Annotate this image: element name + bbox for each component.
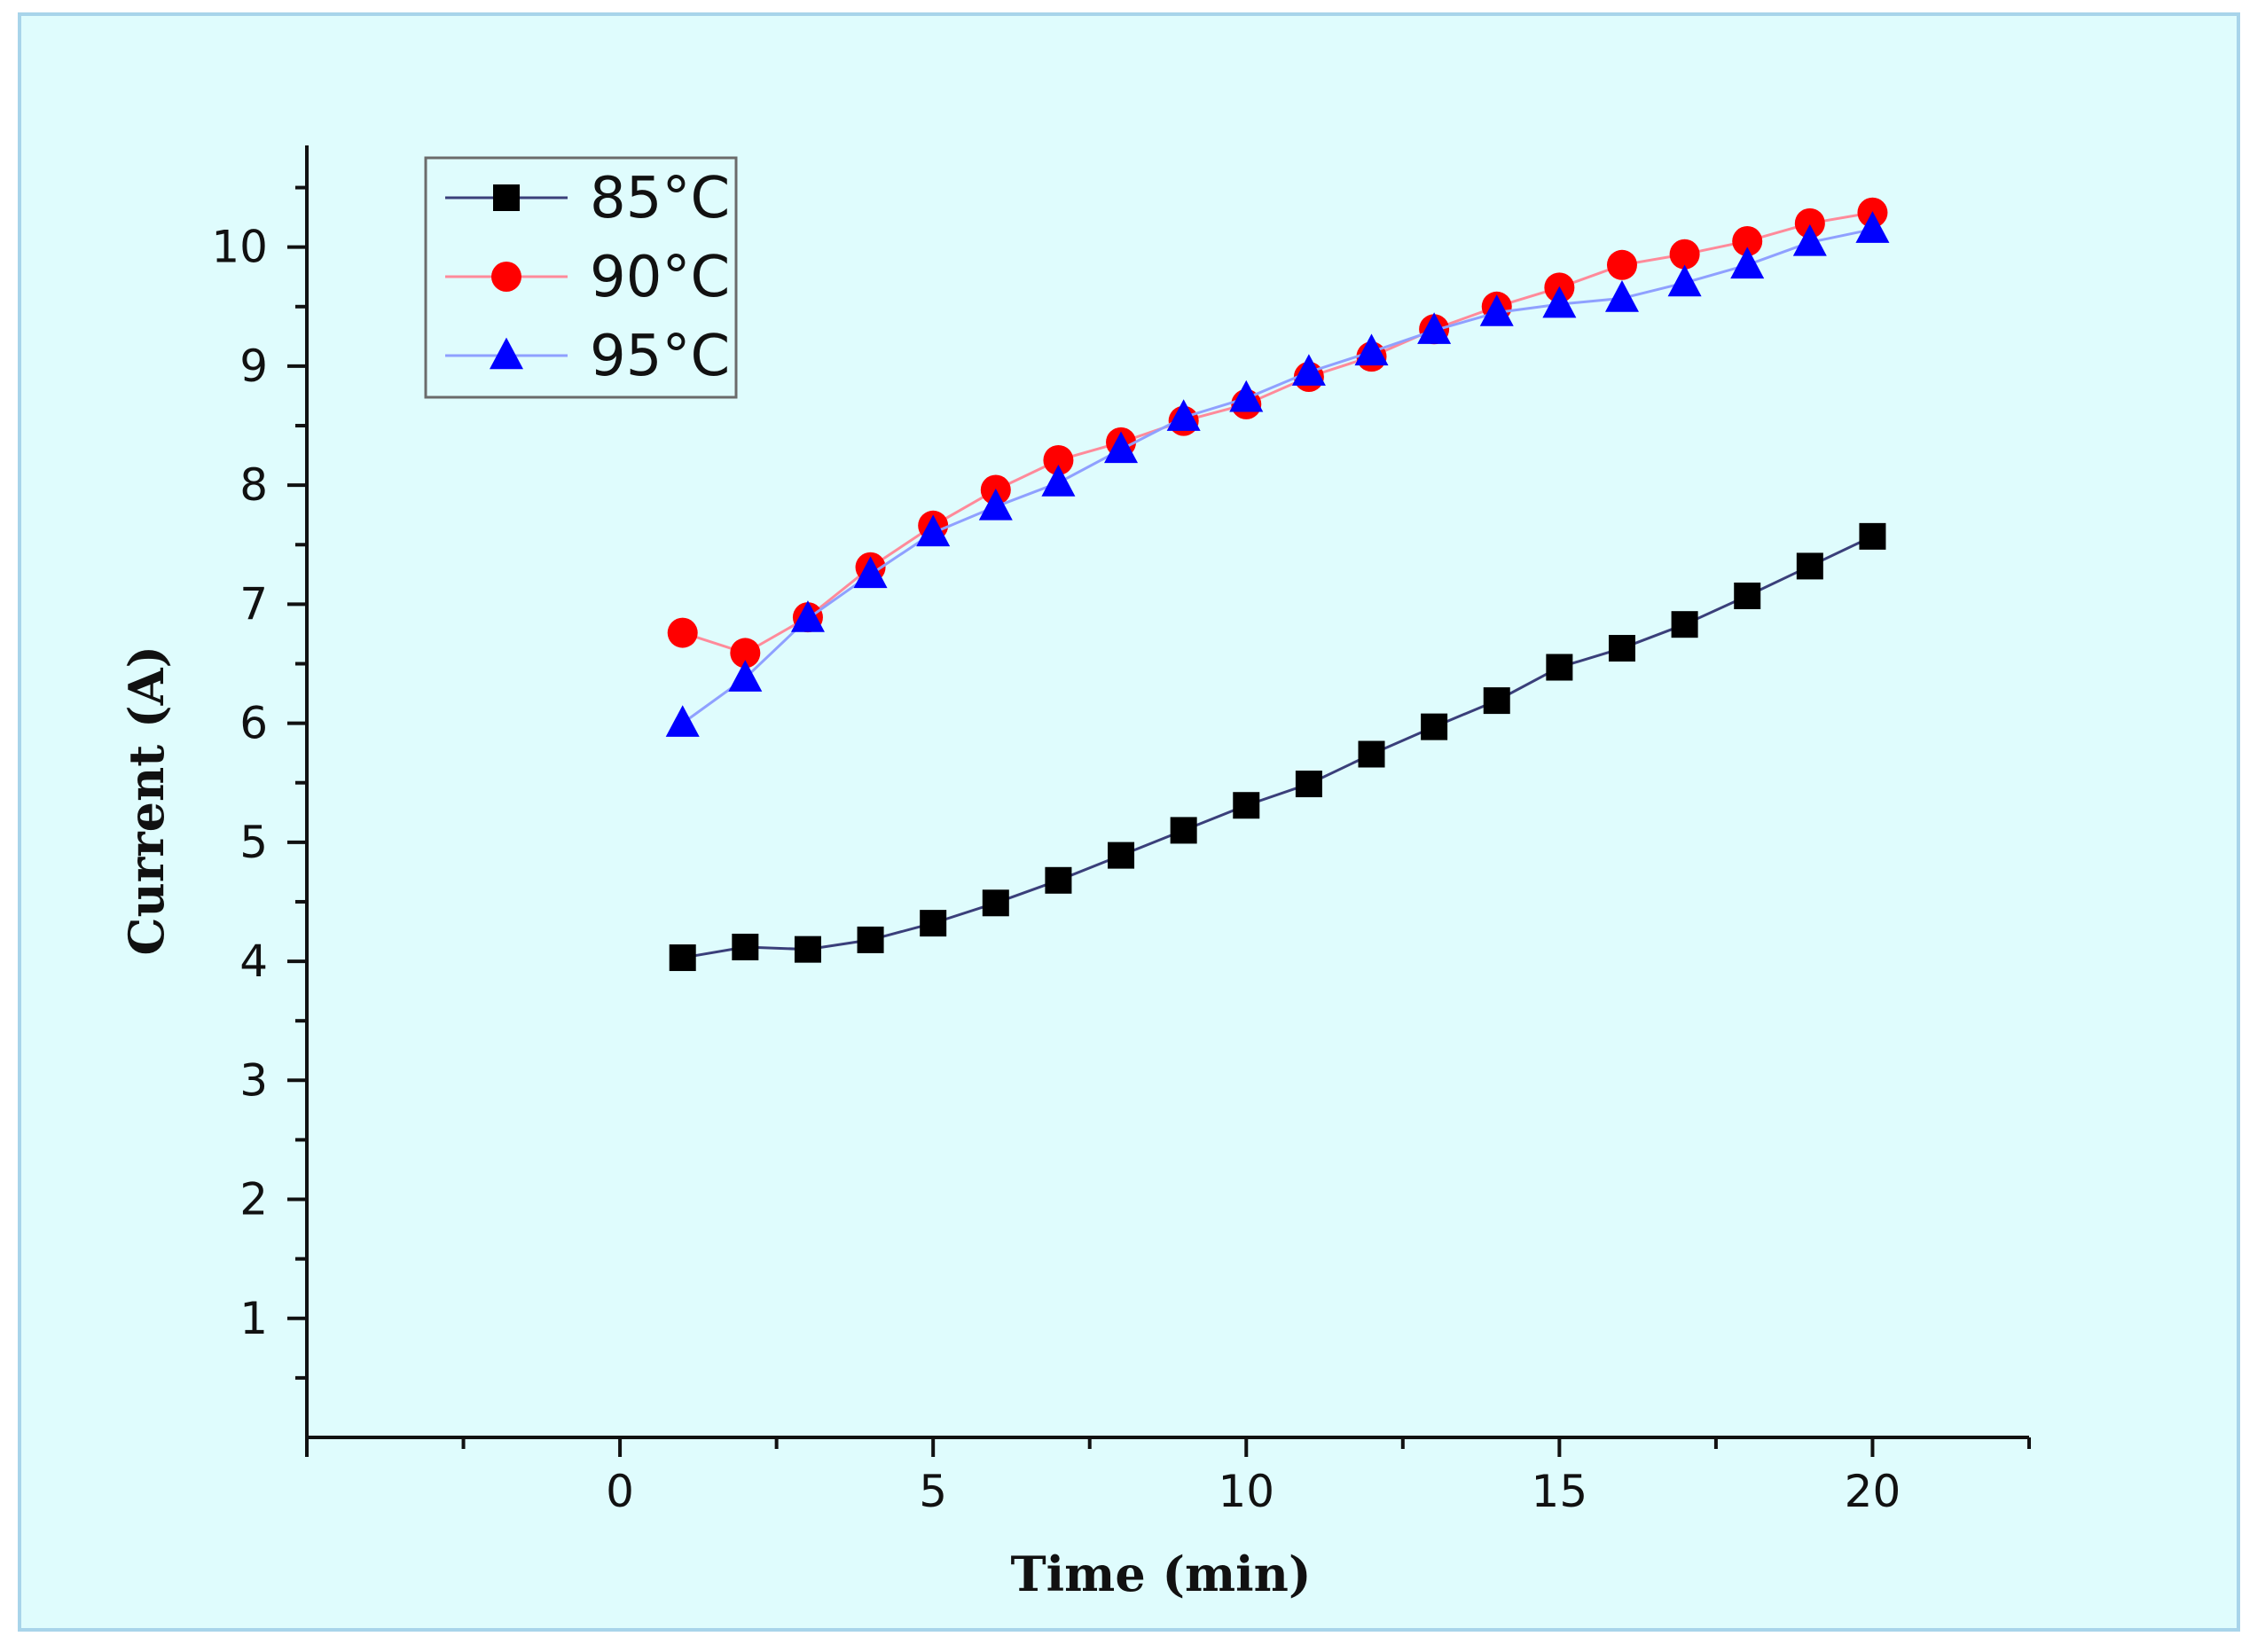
data-point-95C [1667,264,1702,297]
y-tick-label: 9 [239,341,268,392]
data-point-85C [794,936,821,963]
data-point-95C [1792,223,1827,256]
y-tick-label: 7 [239,578,268,630]
data-point-95C [1479,294,1514,326]
data-point-95C [1041,465,1076,497]
y-tick-label: 6 [239,698,268,749]
data-point-95C [1855,211,1890,243]
data-point-90C [1669,239,1700,270]
data-point-95C [1354,333,1389,366]
data-point-85C [1483,687,1510,715]
data-point-85C [669,944,696,972]
data-point-95C [665,705,700,737]
data-point-95C [1417,312,1452,344]
y-tick-label: 2 [239,1174,268,1225]
data-point-85C [1421,713,1448,740]
data-point-95C [1229,380,1264,412]
data-point-85C [1734,582,1761,609]
data-point-95C [1166,399,1201,431]
series-line-85C [682,535,1874,959]
y-tick-label: 1 [239,1293,268,1344]
y-tick-label: 10 [211,222,268,273]
plot-area: 0 5 10 15 20 1 2 3 4 5 6 7 8 9 10 [211,145,2031,1517]
data-point-95C [853,556,888,589]
legend-marker-95C [490,337,523,370]
data-point-95C [728,660,763,692]
data-point-85C [1108,842,1135,869]
data-point-95C [978,488,1013,521]
data-point-85C [1546,654,1573,681]
x-tick-label: 20 [1845,1466,1901,1517]
y-axis-title: Current (A) [118,646,175,956]
chart: 0 5 10 15 20 1 2 3 4 5 6 7 8 9 10 Time (min) Current (… [118,145,2031,1602]
x-tick-label: 15 [1532,1466,1588,1517]
data-point-85C [857,926,884,953]
data-point-85C [1358,740,1385,768]
legend-marker-90C [491,262,521,292]
data-point-90C [1794,207,1825,239]
data-point-85C [1233,792,1260,819]
legend-label-95C: 95°C [590,324,730,389]
data-point-85C [1859,522,1886,550]
data-point-85C [1045,866,1072,894]
legend-box [424,156,738,399]
data-point-90C [730,638,761,669]
y-tick-label: 8 [239,459,268,511]
data-point-85C [1796,552,1823,580]
data-point-85C [1170,817,1197,844]
data-point-85C [732,933,759,960]
data-point-85C [1671,611,1698,638]
x-axis-title: Time (min) [1010,1546,1311,1602]
chart-frame: 0 5 10 15 20 1 2 3 4 5 6 7 8 9 10 Time (min) Current (… [18,12,2240,1632]
data-point-95C [1730,247,1765,279]
y-tick-label: 5 [239,817,268,868]
data-point-85C [1608,635,1635,662]
data-point-90C [1606,249,1637,280]
data-point-90C [1732,225,1763,256]
y-tick-label: 4 [239,936,268,987]
data-point-95C [790,600,825,632]
data-point-90C [667,617,698,648]
y-tick-label: 3 [239,1054,268,1106]
x-tick-label: 5 [919,1466,947,1517]
legend-marker-85C [493,184,520,211]
data-point-85C [920,910,947,937]
data-point-95C [1542,286,1577,318]
data-point-85C [1295,771,1322,798]
series-line-95C [681,228,1873,724]
x-tick-label: 10 [1218,1466,1274,1517]
data-point-95C [1291,354,1326,386]
legend-label-85C: 85°C [590,166,730,231]
data-point-95C [916,514,951,547]
data-point-90C [1043,444,1074,475]
data-point-95C [1604,279,1639,312]
data-point-95C [1104,431,1139,464]
x-tick-label: 0 [606,1466,634,1517]
legend-label-90C: 90°C [590,245,730,310]
data-point-85C [982,889,1009,917]
legend: 85°C 90°C 95°C [424,156,738,399]
